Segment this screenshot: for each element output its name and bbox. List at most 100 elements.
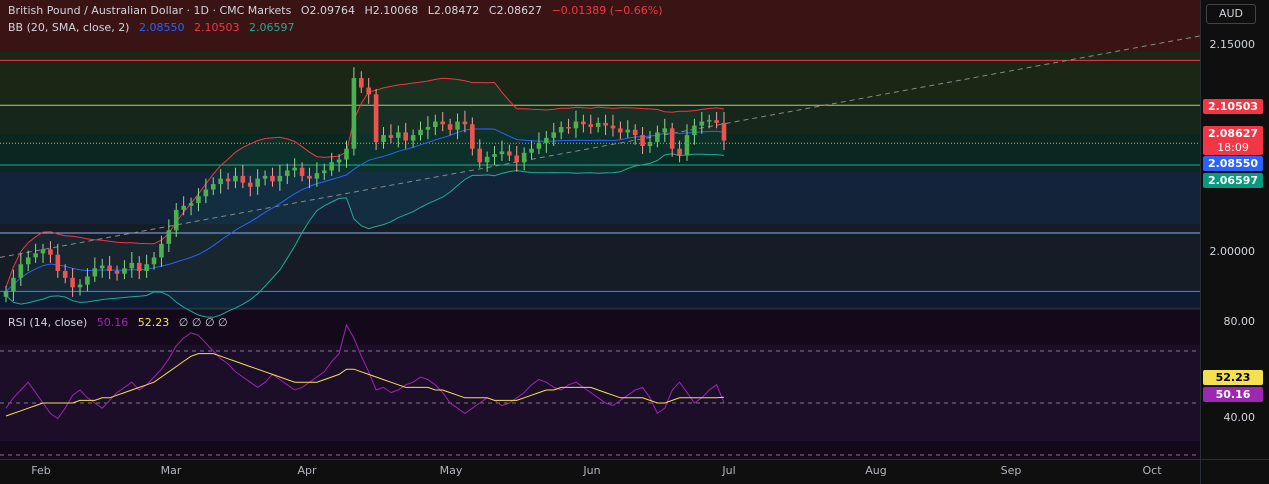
bb-lower-value: 2.06597 — [248, 21, 295, 34]
candle-body — [684, 135, 690, 156]
zone-band — [0, 290, 1200, 307]
candle-body — [85, 276, 90, 285]
candle-body — [203, 189, 209, 197]
candle-body — [595, 122, 601, 127]
candle-body — [588, 124, 594, 127]
rsi-ma-tag: 52.23 — [1203, 370, 1263, 385]
candle-body — [692, 125, 697, 136]
candle-body — [647, 141, 653, 146]
candle-body — [62, 271, 68, 278]
candle-body — [477, 148, 483, 163]
candle-body — [425, 126, 431, 130]
candle-body — [314, 173, 320, 179]
candle-body — [566, 126, 571, 129]
candle-body — [225, 178, 231, 182]
candle-body — [632, 129, 638, 136]
candle-body — [48, 249, 53, 255]
candle-body — [122, 268, 127, 274]
price-tick-label: 2.00000 — [1209, 245, 1256, 258]
x-label: Oct — [1142, 464, 1162, 477]
candle-body — [284, 170, 290, 176]
symbol-name[interactable]: British Pound / Australian Dollar · 1D ·… — [8, 4, 292, 17]
candle-body — [447, 124, 453, 130]
candle-body — [521, 152, 527, 163]
rsi-tick-label: 40.00 — [1223, 411, 1256, 424]
candle-body — [669, 128, 675, 149]
rsi-label[interactable]: RSI (14, close) — [8, 316, 88, 329]
candle-body — [233, 175, 238, 182]
rsi-legend: RSI (14, close) 50.16 52.23 ∅ ∅ ∅ ∅ — [8, 316, 234, 329]
bb-mid-value: 2.08550 — [138, 21, 185, 34]
candle-body — [499, 151, 505, 155]
candle-body — [558, 126, 564, 133]
price-tick-label: 2.15000 — [1209, 38, 1256, 51]
rsi-tick-label: 80.00 — [1223, 315, 1256, 328]
candle-body — [492, 154, 497, 157]
candle-body — [396, 132, 401, 138]
candle-body — [544, 137, 549, 144]
candle-body — [18, 264, 24, 278]
candle-body — [210, 184, 216, 190]
candle-body — [618, 128, 623, 133]
bb-upper-line — [5, 77, 725, 288]
bb-upper-value: 2.10503 — [193, 21, 240, 34]
candle-body — [299, 167, 305, 176]
candle-body — [107, 265, 112, 272]
candle-body — [92, 268, 98, 277]
candle-body — [25, 257, 31, 265]
candle-body — [307, 175, 312, 179]
zone-band — [0, 0, 1200, 52]
x-label: Aug — [865, 464, 887, 477]
candle-body — [714, 120, 719, 123]
bb-label[interactable]: BB (20, SMA, close, 2) — [8, 21, 130, 34]
candle-body — [351, 78, 357, 149]
candle-body — [358, 78, 364, 88]
bb-lower-line — [5, 153, 725, 318]
rsi-line — [5, 323, 725, 420]
bb-upper-tag: 2.10503 — [1203, 99, 1263, 114]
candle-body — [721, 122, 727, 141]
candle-body — [373, 94, 379, 142]
candle-body — [151, 257, 157, 265]
candle-body — [655, 132, 660, 142]
candle-body — [551, 132, 557, 138]
candle-body — [99, 265, 105, 269]
candle-body — [484, 156, 490, 163]
bb-mid-tag: 2.08550 — [1203, 156, 1263, 171]
zone-band — [0, 52, 1200, 98]
candle-body — [581, 121, 586, 125]
candle-body — [321, 170, 327, 174]
candle-body — [255, 178, 260, 187]
candle-body — [573, 121, 579, 129]
candle-body — [706, 120, 712, 122]
candle-body — [610, 125, 616, 129]
countdown-tag: 18:09 — [1203, 140, 1263, 155]
candle-body — [33, 253, 38, 258]
candle-body — [247, 182, 253, 187]
currency-button[interactable]: AUD — [1206, 4, 1256, 24]
candle-body — [270, 175, 275, 182]
candle-body — [129, 262, 135, 269]
candle-body — [433, 121, 438, 127]
x-label: May — [439, 464, 463, 477]
candle-body — [262, 175, 268, 179]
x-label: Feb — [31, 464, 51, 477]
candle-body — [462, 121, 468, 125]
candle-body — [11, 277, 16, 292]
rsi-tag: 50.16 — [1203, 387, 1263, 402]
zone-band — [0, 98, 1200, 134]
rsi-band — [0, 345, 1200, 441]
candle-body — [3, 291, 9, 297]
x-label: Jul — [722, 464, 736, 477]
bb-lower-tag: 2.06597 — [1203, 173, 1263, 188]
candle-body — [662, 128, 668, 133]
zone-band — [0, 224, 1200, 290]
candle-body — [218, 178, 223, 185]
candle-body — [381, 135, 386, 142]
candle-body — [114, 271, 120, 274]
candle-body — [77, 284, 83, 288]
candle-body — [507, 151, 512, 156]
candle-body — [699, 121, 705, 126]
x-label: Apr — [297, 464, 317, 477]
bb-legend: BB (20, SMA, close, 2) 2.08550 2.10503 2… — [8, 21, 300, 34]
